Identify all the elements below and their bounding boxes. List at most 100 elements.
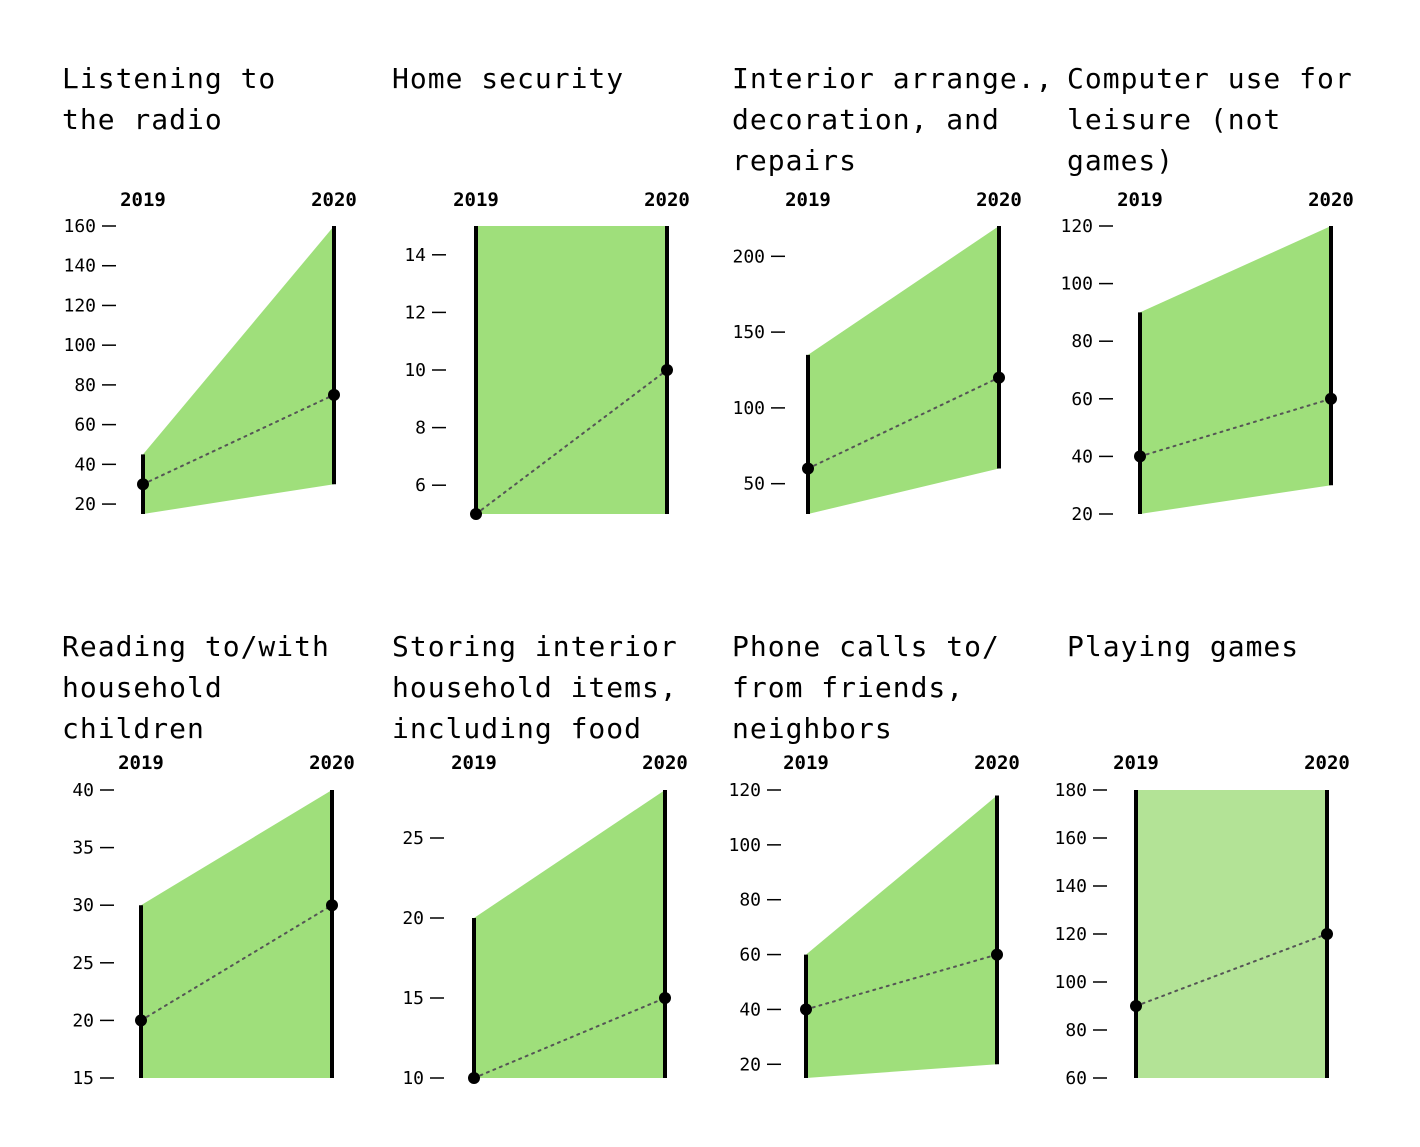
y-tick-label: 100 [732,398,765,419]
y-tick: 20 [739,1054,781,1075]
panel-title: Interior arrange., decoration, and repai… [732,62,1054,177]
y-tick: 100 [732,398,785,419]
y-tick: 35 [72,838,114,859]
y-tick: 25 [72,953,114,974]
y-tick-label: 25 [402,828,424,849]
median-connector [475,369,668,515]
y-tick-label: 200 [732,246,765,267]
y-tick: 100 [63,335,116,356]
year-label-2019: 2019 [1117,189,1163,211]
y-tick: 40 [1071,446,1113,467]
y-tick: 14 [404,245,446,266]
range-area [143,226,334,514]
y-tick: 140 [1054,876,1107,897]
y-tick: 50 [743,474,785,495]
median-connector [140,904,333,1022]
y-tick: 20 [72,1010,114,1031]
y-tick-label: 60 [1071,389,1093,410]
y-tick-label: 140 [1054,876,1087,897]
y-tick-label: 100 [728,835,761,856]
median-point-2019 [470,508,482,520]
range-area [474,790,665,1078]
y-tick-label: 12 [404,302,426,323]
y-tick: 140 [63,256,116,277]
y-tick-label: 40 [739,999,761,1020]
y-tick-label: 60 [739,945,761,966]
y-tick-label: 35 [72,838,94,859]
y-tick-label: 120 [63,295,96,316]
median-point-2020 [991,948,1003,961]
median-point-2020 [1325,392,1337,405]
y-tick: 80 [1065,1020,1107,1041]
y-tick: 160 [63,216,116,237]
median-connector [807,376,1000,470]
y-tick: 20 [74,494,116,515]
y-tick-label: 80 [1065,1020,1087,1041]
median-connector [805,953,998,1011]
y-tick-label: 80 [739,890,761,911]
y-tick-label: 10 [404,360,426,381]
y-tick: 120 [63,295,116,316]
median-connector [142,393,335,486]
y-tick-label: 30 [72,895,94,916]
y-tick: 60 [739,945,781,966]
y-tick: 30 [72,895,114,916]
y-tick-label: 180 [1054,780,1087,801]
y-tick: 12 [404,302,446,323]
y-tick: 15 [402,988,444,1009]
y-tick: 60 [1065,1068,1107,1089]
y-tick-label: 80 [74,375,96,396]
median-point-2020 [993,371,1005,384]
range-area [806,795,997,1078]
median-point-2020 [659,992,671,1004]
median-point-2019 [800,1003,812,1016]
y-tick-label: 20 [402,908,424,929]
median-point-2020 [1321,928,1333,940]
median-point-2019 [802,462,814,475]
y-tick-label: 20 [74,494,96,515]
year-label-2020: 2020 [974,752,1020,774]
y-tick: 120 [1054,924,1107,945]
panel-1: 2019 2020 6 8 10 12 14 [404,189,690,520]
y-tick-label: 120 [728,780,761,801]
y-tick-label: 8 [415,418,426,439]
y-tick: 20 [1071,504,1113,525]
y-tick: 15 [72,1068,114,1089]
y-tick-label: 40 [1071,446,1093,467]
y-tick-label: 120 [1054,924,1087,945]
year-label-2020: 2020 [311,189,357,211]
y-tick: 40 [74,454,116,475]
y-tick-label: 20 [739,1054,761,1075]
y-tick-label: 10 [402,1068,424,1089]
y-tick-label: 100 [63,335,96,356]
year-label-2020: 2020 [1308,189,1354,211]
y-tick: 80 [74,375,116,396]
y-tick: 100 [1060,274,1113,295]
y-tick: 80 [739,890,781,911]
y-tick: 60 [74,415,116,436]
y-tick: 120 [728,780,781,801]
median-connector [1135,933,1328,1007]
panel-7: 2019 2020 60 80 100 120 140 160 180 [1054,752,1349,1089]
median-connector [1139,397,1332,458]
panel-title: Playing games [1067,630,1300,663]
y-tick-label: 100 [1060,274,1093,295]
y-tick: 100 [728,835,781,856]
y-tick-label: 150 [732,322,765,343]
panel-title: Storing interior household items, includ… [392,630,678,745]
y-tick-label: 100 [1054,972,1087,993]
median-point-2019 [468,1072,480,1084]
year-label-2019: 2019 [783,752,829,774]
panel-5: 2019 2020 10 15 20 25 [402,752,688,1089]
y-tick-label: 50 [743,474,765,495]
y-tick-label: 25 [72,953,94,974]
year-label-2019: 2019 [451,752,497,774]
range-area [1140,226,1331,514]
y-tick-label: 160 [63,216,96,237]
median-point-2020 [326,899,338,912]
median-point-2019 [1134,450,1146,463]
y-tick: 200 [732,246,785,267]
y-tick-label: 60 [74,415,96,436]
